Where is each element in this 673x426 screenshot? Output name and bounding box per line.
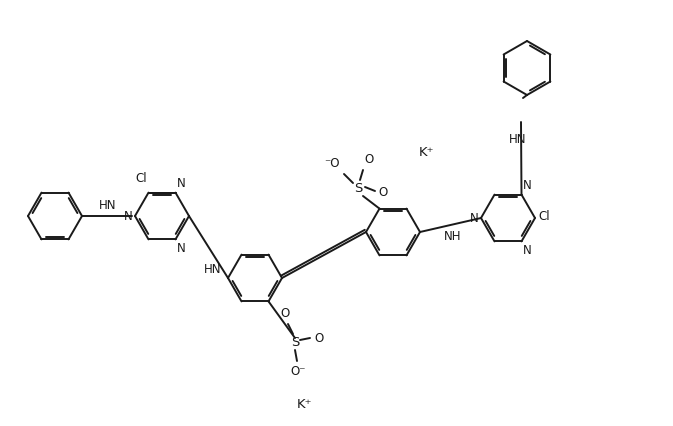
Text: HN: HN xyxy=(204,263,221,276)
Text: N: N xyxy=(522,245,531,257)
Text: Cl: Cl xyxy=(135,172,147,184)
Text: O: O xyxy=(364,153,374,166)
Text: S: S xyxy=(291,336,299,348)
Text: O: O xyxy=(378,185,387,199)
Text: S: S xyxy=(354,181,362,195)
Text: N: N xyxy=(125,210,133,222)
Text: N: N xyxy=(176,177,185,190)
Text: HN: HN xyxy=(509,133,527,146)
Text: HN: HN xyxy=(99,199,116,212)
Text: O: O xyxy=(314,331,323,345)
Text: Cl: Cl xyxy=(538,210,550,222)
Text: O⁻: O⁻ xyxy=(290,365,306,378)
Text: K⁺: K⁺ xyxy=(419,146,435,158)
Text: N: N xyxy=(176,242,185,255)
Text: K⁺: K⁺ xyxy=(297,398,313,412)
Text: O: O xyxy=(281,307,289,320)
Text: N: N xyxy=(470,211,479,225)
Text: N: N xyxy=(522,178,531,192)
Text: ⁻O: ⁻O xyxy=(324,157,340,170)
Text: NH: NH xyxy=(444,230,461,243)
